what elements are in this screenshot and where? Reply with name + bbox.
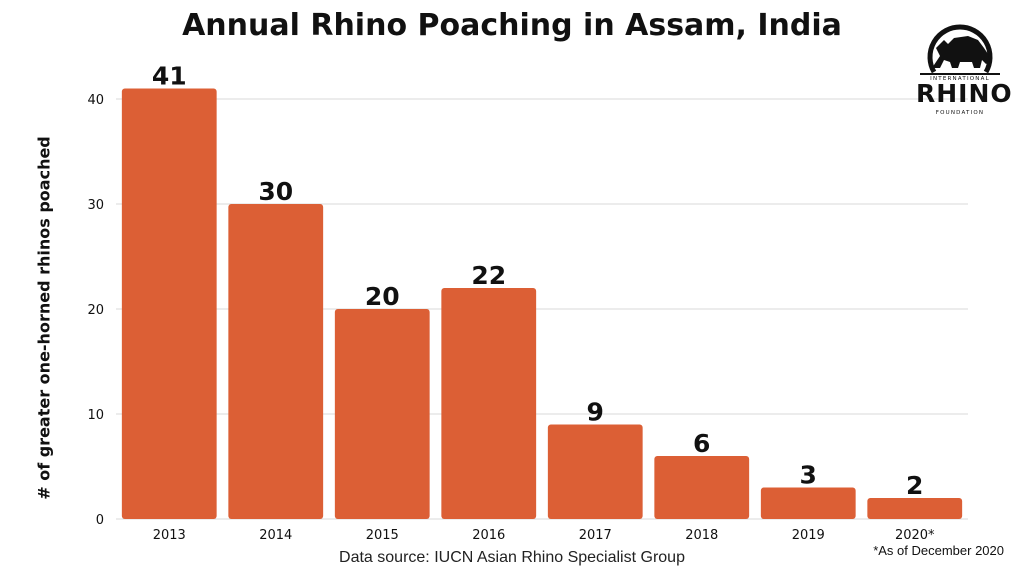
y-axis-label: # of greater one-horned rhinos poached xyxy=(34,136,54,500)
y-tick-label: 30 xyxy=(87,198,104,213)
bar-2020 xyxy=(867,498,963,519)
data-label: 22 xyxy=(471,261,506,290)
bar-2013 xyxy=(121,88,217,519)
logo: INTERNATIONAL RHINO FOUNDATION xyxy=(916,16,1013,122)
bar-2014 xyxy=(228,204,324,519)
x-tick-label: 2018 xyxy=(685,528,718,543)
data-label: 41 xyxy=(152,62,187,91)
data-label: 3 xyxy=(800,461,817,490)
x-tick-label: 2020* xyxy=(895,528,935,543)
logo-bottom-text: FOUNDATION xyxy=(935,110,985,116)
bar-2018 xyxy=(654,456,750,519)
data-labels: 41 30 20 22 9 6 3 2 xyxy=(152,62,924,501)
x-tick-label: 2019 xyxy=(792,528,825,543)
x-tick-label: 2016 xyxy=(472,528,505,543)
y-tick-label: 0 xyxy=(96,513,104,528)
data-source: Data source: IUCN Asian Rhino Specialist… xyxy=(339,549,685,566)
y-axis-ticks: 0 10 20 30 40 xyxy=(87,93,104,528)
x-axis-ticks: 2013 2014 2015 2016 2017 2018 2019 2020* xyxy=(153,528,935,543)
y-tick-label: 10 xyxy=(87,408,104,423)
y-tick-label: 20 xyxy=(87,303,104,318)
bar-2015 xyxy=(334,309,430,519)
data-label: 6 xyxy=(693,429,710,458)
rhino-icon xyxy=(920,24,1000,75)
x-tick-label: 2017 xyxy=(579,528,612,543)
logo-main-text: RHINO xyxy=(916,79,1013,108)
bar-2016 xyxy=(441,288,537,519)
data-label: 20 xyxy=(365,282,400,311)
x-tick-label: 2015 xyxy=(366,528,399,543)
footnote: *As of December 2020 xyxy=(873,543,1004,558)
data-label: 9 xyxy=(587,398,604,427)
data-label: 2 xyxy=(906,471,923,500)
x-tick-label: 2014 xyxy=(259,528,292,543)
logo-top-text: INTERNATIONAL xyxy=(930,76,990,82)
bar-2017 xyxy=(547,424,643,519)
x-tick-label: 2013 xyxy=(153,528,186,543)
bars xyxy=(121,88,963,519)
bar-2019 xyxy=(760,487,856,519)
data-label: 30 xyxy=(258,177,293,206)
chart-title: Annual Rhino Poaching in Assam, India xyxy=(182,8,842,43)
y-tick-label: 40 xyxy=(87,93,104,108)
